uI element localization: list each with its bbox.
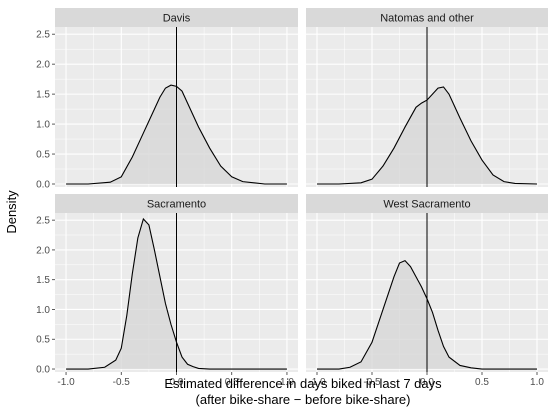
density-line <box>317 259 537 370</box>
y-tick-label: 2.5 <box>36 216 50 227</box>
strip-background <box>306 8 548 27</box>
density-line <box>66 217 287 370</box>
y-tick-label: 1.0 <box>36 305 50 316</box>
x-tick-label: -1.0 <box>57 377 75 388</box>
axes-layer: 0.0 0.5 1.0 1.5 2.0 2.5 0.0 0.5 1.0 1.5 2.0 2.5 -1.0… <box>36 30 544 388</box>
y-tick-label: 0.0 <box>36 365 50 376</box>
y-tick-label: 2.0 <box>36 245 50 256</box>
facet-strip-label: Davis <box>163 13 191 25</box>
strip-background <box>55 194 298 213</box>
facet-strip-label: Natomas and other <box>380 13 474 25</box>
x-tick-label: 0.0 <box>170 377 184 388</box>
panel-sacramento: Sacramento <box>55 194 298 372</box>
panel-natomas-and-other: Natomas and other <box>306 8 548 187</box>
facet-strip-label: Sacramento <box>147 199 206 211</box>
density-line <box>317 86 538 185</box>
x-tick-label: 1.0 <box>530 377 544 388</box>
y-tick-label: 1.5 <box>36 90 50 101</box>
y-tick-label: 0.0 <box>36 180 50 191</box>
strip-background <box>306 194 548 213</box>
x-tick-label: 0.0 <box>420 377 434 388</box>
x-tick-label: 1.0 <box>280 377 294 388</box>
panel-west-sacramento: West Sacramento <box>306 194 548 372</box>
x-tick-label: -0.5 <box>363 377 381 388</box>
y-tick-label: 0.5 <box>36 335 50 346</box>
x-axis-title-line-2: (after bike-share − before bike-share) <box>196 392 411 407</box>
x-axis-title-line-1: Estimated difference in days biked in la… <box>164 376 442 391</box>
y-tick-label: 2.0 <box>36 60 50 71</box>
y-tick-label: 1.5 <box>36 275 50 286</box>
y-tick-label: 1.0 <box>36 120 50 131</box>
x-tick-label: 0.5 <box>225 377 239 388</box>
y-tick-label: 2.5 <box>36 30 50 41</box>
x-tick-label: 0.5 <box>475 377 489 388</box>
facet-strip-label: West Sacramento <box>383 199 470 211</box>
x-tick-label: -1.0 <box>308 377 326 388</box>
panels-layer: Davis Natomas and other Sacramento West Sac… <box>55 8 548 372</box>
strip-background <box>55 8 298 27</box>
x-tick-label: -0.5 <box>113 377 131 388</box>
panel-davis: Davis <box>55 8 298 187</box>
y-axis-title: Density <box>4 190 19 234</box>
y-tick-label: 0.5 <box>36 150 50 161</box>
